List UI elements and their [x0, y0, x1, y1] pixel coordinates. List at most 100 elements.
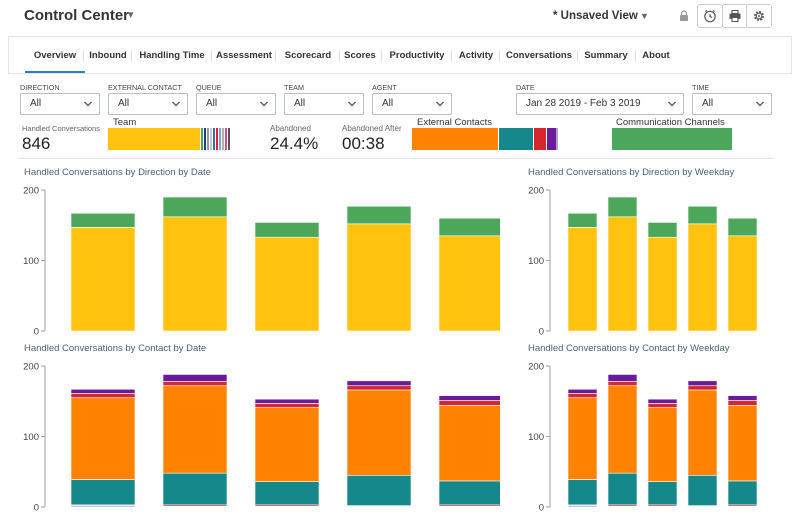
- tab-divider: [635, 50, 636, 62]
- bar-segment[interactable]: [727, 217, 758, 237]
- print-button[interactable]: [722, 4, 748, 28]
- filter-date-select[interactable]: Jan 28 2019 - Feb 3 2019: [516, 93, 684, 115]
- print-icon: [729, 9, 741, 23]
- bar-segment[interactable]: [567, 212, 598, 228]
- bar-segment[interactable]: [647, 481, 678, 506]
- bar-segment[interactable]: [687, 385, 718, 391]
- external-contacts-bar[interactable]: [412, 128, 558, 150]
- tab-bar: Overview Inbound Handling Time Assessmen…: [8, 36, 792, 74]
- filter-external-contact-select[interactable]: All: [108, 93, 188, 115]
- bar-segment[interactable]: [438, 217, 500, 237]
- filter-agent-select[interactable]: All: [372, 93, 452, 115]
- clock-icon: [704, 10, 716, 23]
- bar-segment[interactable]: [254, 407, 320, 482]
- bar-segment[interactable]: [346, 380, 412, 387]
- filter-time-select[interactable]: All: [692, 93, 772, 115]
- communication-channels-bar[interactable]: [612, 128, 732, 150]
- bar-segment[interactable]: [70, 393, 136, 399]
- bar-segment[interactable]: [254, 403, 320, 408]
- bar-segment[interactable]: [727, 235, 758, 332]
- bar-segment[interactable]: [254, 236, 320, 332]
- tab-conversations[interactable]: Conversations: [506, 50, 572, 61]
- bar-segment[interactable]: [727, 480, 758, 506]
- bar-segment[interactable]: [162, 472, 228, 506]
- bar-segment[interactable]: [607, 196, 638, 218]
- clock-button[interactable]: [697, 4, 723, 28]
- tab-summary[interactable]: Summary: [584, 50, 628, 61]
- filter-date-value: Jan 28 2019 - Feb 3 2019: [526, 98, 641, 109]
- bar-segment[interactable]: [687, 380, 718, 387]
- bar-segment[interactable]: [162, 385, 228, 474]
- bar-segment[interactable]: [254, 222, 320, 238]
- bar-segment[interactable]: [567, 397, 598, 480]
- y-tick-label: 100: [528, 432, 544, 443]
- bar-segment[interactable]: [438, 405, 500, 482]
- tab-scorecard[interactable]: Scorecard: [284, 50, 332, 61]
- bar-segment[interactable]: [647, 236, 678, 332]
- tab-productivity[interactable]: Productivity: [389, 50, 445, 61]
- bar-segment[interactable]: [346, 223, 412, 332]
- view-name[interactable]: * Unsaved View: [553, 10, 638, 22]
- bar-segment[interactable]: [607, 216, 638, 332]
- bar-segment[interactable]: [162, 196, 228, 218]
- filter-team-select[interactable]: All: [284, 93, 364, 115]
- bar-segment[interactable]: [567, 393, 598, 399]
- bar-segment[interactable]: [70, 227, 136, 332]
- chevron-down-icon[interactable]: ▾: [128, 9, 134, 21]
- tab-inbound[interactable]: Inbound: [89, 50, 127, 61]
- bar-segment[interactable]: [647, 398, 678, 404]
- tab-about[interactable]: About: [642, 50, 670, 61]
- external-contacts-label: External Contacts: [417, 117, 492, 128]
- bar-segment[interactable]: [687, 223, 718, 332]
- abandoned-label: Abandoned: [270, 124, 311, 133]
- bar-segment[interactable]: [687, 474, 718, 506]
- tab-handling-time[interactable]: Handling Time: [139, 50, 205, 61]
- bar-segment[interactable]: [727, 395, 758, 401]
- bar-segment[interactable]: [346, 205, 412, 225]
- filter-direction-select[interactable]: All: [20, 93, 100, 115]
- settings-button[interactable]: [746, 4, 772, 28]
- bar-segment[interactable]: [70, 479, 136, 506]
- tab-assessment[interactable]: Assessment: [216, 50, 272, 61]
- bar-segment[interactable]: [438, 400, 500, 406]
- bar-segment[interactable]: [254, 398, 320, 404]
- bar-segment[interactable]: [727, 400, 758, 406]
- chevron-down-icon: [436, 101, 444, 107]
- app-title[interactable]: Control Center: [24, 7, 129, 24]
- bar-segment[interactable]: [346, 385, 412, 391]
- bar-segment[interactable]: [70, 397, 136, 480]
- bar-segment[interactable]: [70, 388, 136, 394]
- bar-segment[interactable]: [687, 389, 718, 476]
- bar-segment[interactable]: [567, 227, 598, 332]
- bar-segment[interactable]: [567, 479, 598, 506]
- bar-segment[interactable]: [438, 395, 500, 401]
- tab-scores[interactable]: Scores: [344, 50, 376, 61]
- bar-segment[interactable]: [567, 388, 598, 394]
- bar-segment[interactable]: [727, 405, 758, 482]
- chevron-down-icon[interactable]: ▼: [640, 11, 649, 21]
- bar-segment[interactable]: [607, 385, 638, 474]
- bar-segment[interactable]: [438, 235, 500, 332]
- tab-activity[interactable]: Activity: [458, 50, 494, 61]
- bar-segment[interactable]: [607, 374, 638, 382]
- bar-segment[interactable]: [647, 222, 678, 238]
- bar-segment[interactable]: [70, 212, 136, 228]
- bar-segment[interactable]: [162, 381, 228, 387]
- bar-segment[interactable]: [647, 407, 678, 482]
- bar-segment[interactable]: [162, 216, 228, 332]
- chevron-down-icon: [84, 101, 92, 107]
- filter-queue-select[interactable]: All: [196, 93, 276, 115]
- chevron-down-icon: [260, 101, 268, 107]
- bar-segment[interactable]: [162, 374, 228, 382]
- bar-segment[interactable]: [687, 205, 718, 225]
- bar-segment[interactable]: [607, 472, 638, 506]
- bar-segment[interactable]: [254, 481, 320, 506]
- bar-segment[interactable]: [647, 403, 678, 408]
- bar-segment[interactable]: [346, 389, 412, 476]
- bar-segment[interactable]: [438, 480, 500, 506]
- chart-contact-by-date: 0 100 200: [23, 362, 500, 514]
- bar-segment[interactable]: [607, 381, 638, 387]
- bar-segment[interactable]: [346, 474, 412, 506]
- team-distribution-bar[interactable]: [108, 128, 230, 150]
- tab-overview[interactable]: Overview: [33, 50, 77, 61]
